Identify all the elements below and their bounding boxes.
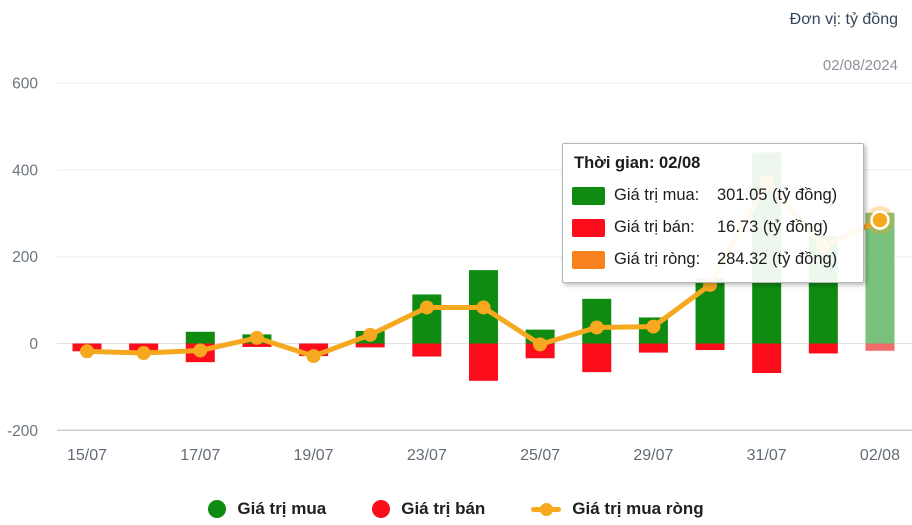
legend-item-mua[interactable]: Giá trị mua — [208, 499, 326, 519]
bar-sell-22/07[interactable] — [355, 343, 385, 348]
legend-label: Giá trị mua — [237, 499, 327, 518]
x-axis-tick-label: 23/07 — [407, 447, 447, 464]
legend-label: Giá trị mua ròng — [572, 499, 704, 518]
tooltip-label: Giá trị mua: — [614, 186, 700, 204]
net-point-25/07[interactable] — [533, 337, 548, 352]
tooltip-title: Thời gian: 02/08 — [574, 154, 701, 172]
x-axis-tick-label: 17/07 — [180, 447, 220, 464]
chart-tooltip: Thời gian: 02/08 Giá trị mua: 301.05 (tỷ… — [562, 143, 864, 283]
tooltip-value: 16.73 (tỷ đồng) — [717, 218, 828, 236]
bar-sell-24/07[interactable] — [468, 343, 498, 381]
net-point-19/07[interactable] — [306, 349, 321, 364]
bar-sell-30/07[interactable] — [695, 343, 725, 351]
x-axis-tick-label: 29/07 — [633, 447, 673, 464]
net-line-legend-icon — [531, 502, 562, 516]
bar-sell-31/07[interactable] — [752, 343, 782, 374]
legend-item-mua-rong[interactable]: Giá trị mua ròng — [531, 499, 704, 519]
sell-legend-dot-icon — [372, 500, 391, 518]
buy-swatch — [572, 186, 605, 205]
bar-sell-29/07[interactable] — [638, 343, 668, 353]
legend-label: Giá trị bán — [401, 499, 486, 518]
net-point-17/07[interactable] — [193, 343, 208, 358]
sell-swatch — [572, 218, 605, 237]
net-point-26/07[interactable] — [589, 320, 604, 335]
buy-legend-dot-icon — [208, 500, 227, 518]
net-swatch — [572, 250, 605, 269]
y-axis-tick-label: 0 — [29, 336, 38, 353]
x-axis-tick-label: 25/07 — [520, 447, 560, 464]
y-axis-tick-label: 600 — [12, 76, 38, 93]
tooltip-label: Giá trị ròng: — [614, 250, 701, 268]
y-axis-tick-label: -200 — [7, 423, 38, 440]
x-axis-tick-label: 15/07 — [67, 447, 107, 464]
bar-sell-23/07[interactable] — [412, 343, 442, 357]
tooltip-row-rong: Giá trị ròng: 284.32 (tỷ đồng) — [572, 250, 853, 269]
bar-sell-01/08[interactable] — [808, 343, 838, 354]
tooltip-row-ban: Giá trị bán: 16.73 (tỷ đồng) — [572, 218, 853, 237]
legend-item-ban[interactable]: Giá trị bán — [372, 499, 485, 519]
bar-buy-02/08[interactable] — [865, 212, 895, 344]
x-axis-tick-label: 31/07 — [747, 447, 787, 464]
tooltip-label: Giá trị bán: — [614, 218, 695, 236]
bar-sell-26/07[interactable] — [582, 343, 612, 373]
net-point-29/07[interactable] — [646, 319, 661, 334]
net-point-16/07[interactable] — [136, 346, 151, 361]
tooltip-value: 284.32 (tỷ đồng) — [717, 250, 838, 268]
chart-legend: Giá trị mua Giá trị bán Giá trị mua ròng — [0, 499, 912, 519]
x-axis-tick-label: 19/07 — [294, 447, 334, 464]
y-axis-tick-label: 200 — [12, 249, 38, 266]
current-date-label: 02/08/2024 — [822, 57, 898, 74]
net-point-23/07[interactable] — [419, 300, 434, 315]
y-axis-tick-label: 400 — [12, 162, 38, 179]
net-point-18/07[interactable] — [249, 330, 264, 345]
net-point-22/07[interactable] — [363, 327, 378, 342]
tooltip-row-mua: Giá trị mua: 301.05 (tỷ đồng) — [572, 186, 853, 205]
x-axis-tick-label: 02/08 — [860, 447, 900, 464]
tooltip-value: 301.05 (tỷ đồng) — [717, 186, 838, 204]
bar-sell-18/07[interactable] — [242, 343, 272, 347]
net-point-15/07[interactable] — [80, 344, 94, 359]
unit-label: Đơn vị: tỷ đồng — [789, 11, 898, 28]
bar-buy-17/07[interactable] — [185, 331, 215, 344]
net-point-24/07[interactable] — [476, 300, 491, 315]
bar-sell-02/08[interactable] — [865, 343, 895, 351]
net-point-02/08[interactable] — [870, 210, 890, 230]
